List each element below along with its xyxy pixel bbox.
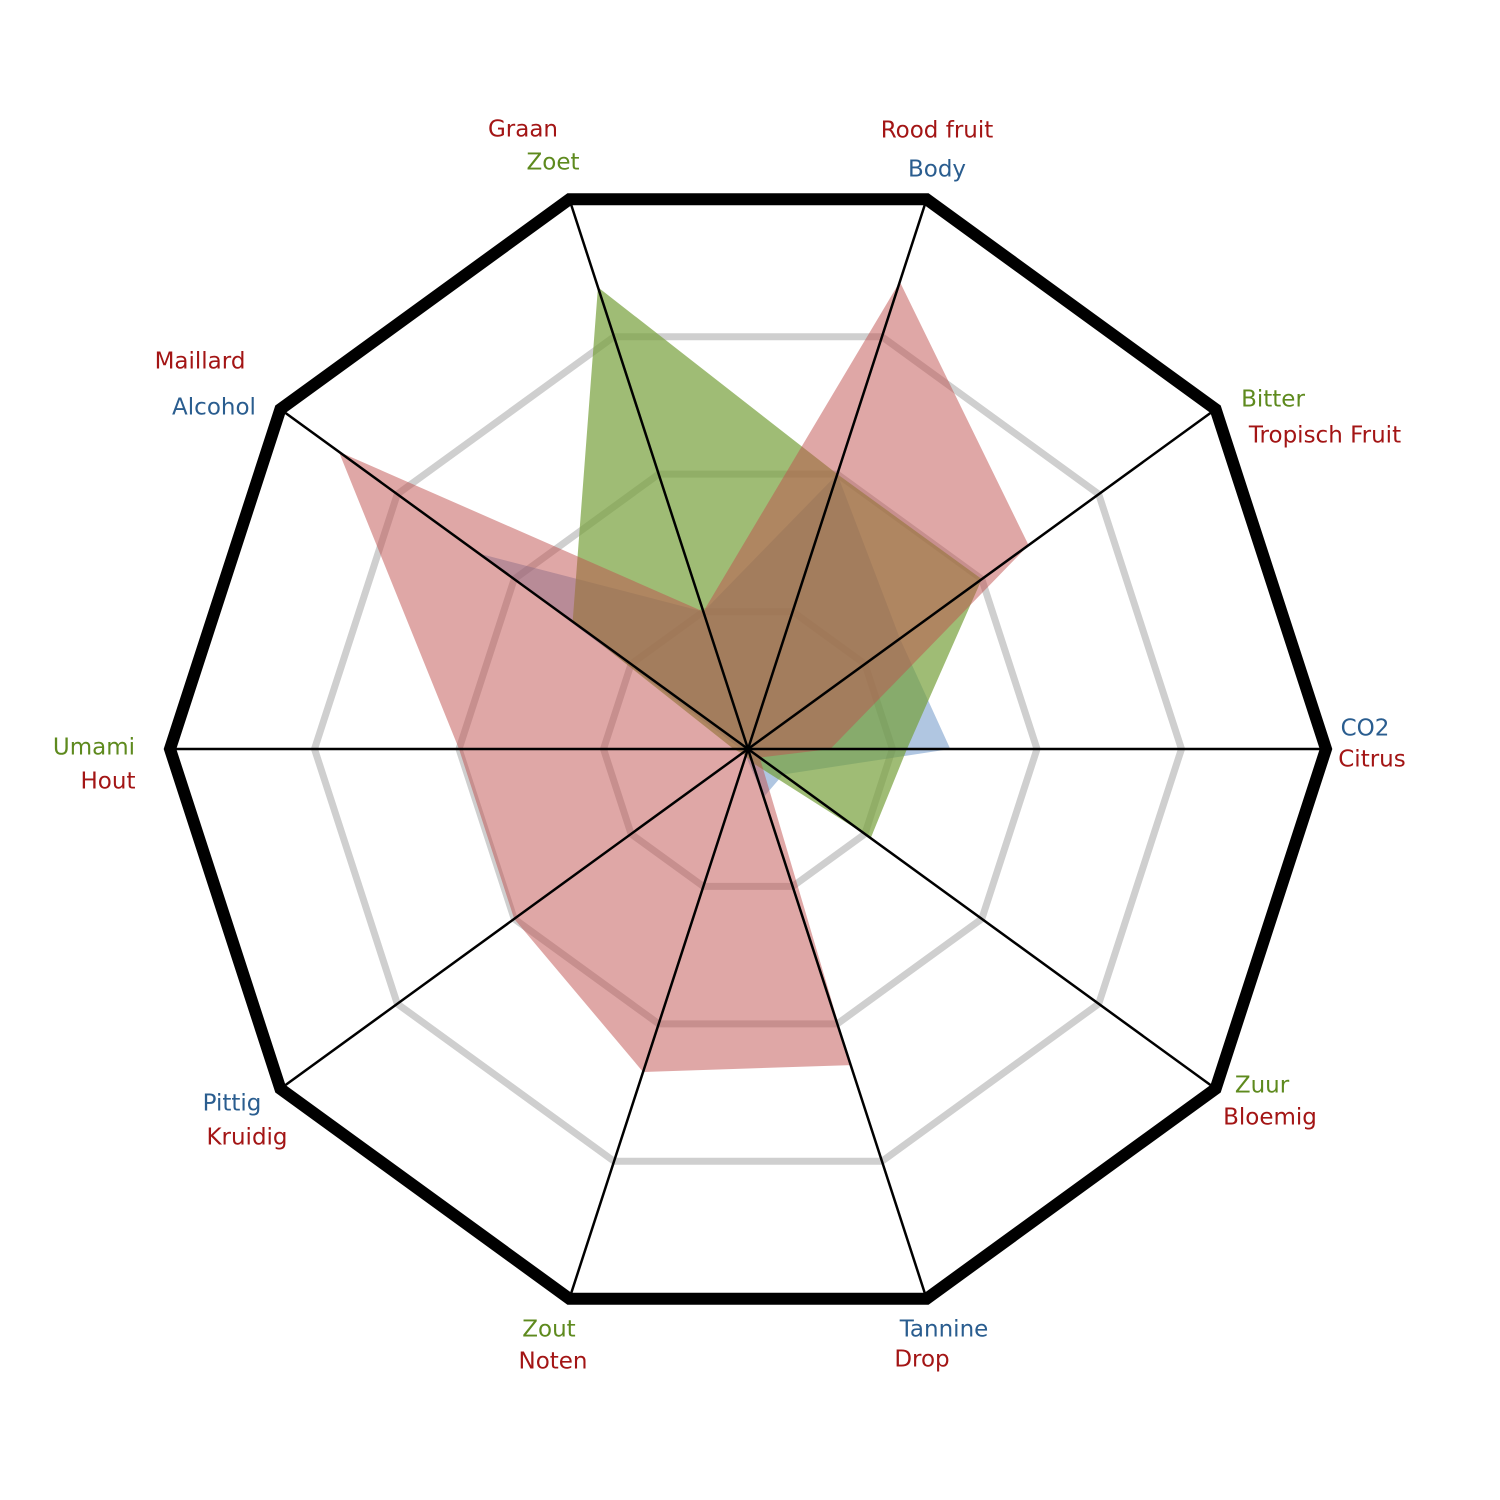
aroma-label: Graan <box>488 117 558 143</box>
taste-label: Pittig <box>203 1091 262 1117</box>
aroma-label: Citrus <box>1338 747 1405 773</box>
aroma-label: Maillard <box>155 349 246 375</box>
taste-label: Zuur <box>1235 1073 1290 1099</box>
spoke <box>279 408 749 751</box>
aroma-label: Kruidig <box>206 1125 287 1151</box>
taste-label: Zoet <box>527 150 580 176</box>
taste-label: CO2 <box>1341 716 1390 742</box>
series-area <box>338 281 1029 1072</box>
spoke <box>747 408 1217 751</box>
taste-label: Bitter <box>1241 387 1305 413</box>
spoke <box>568 198 750 750</box>
taste-label: Tannine <box>899 1317 989 1343</box>
spoke <box>568 748 750 1300</box>
aroma-label: Tropisch Fruit <box>1248 423 1401 449</box>
aroma-label: Drop <box>894 1347 949 1373</box>
outer-frame <box>163 193 1333 1305</box>
taste-label: Umami <box>53 735 135 761</box>
spoke <box>279 747 749 1090</box>
spoke <box>746 198 928 750</box>
spoke <box>746 748 928 1300</box>
aroma-label: Hout <box>81 769 136 795</box>
aroma-label: Noten <box>518 1349 587 1375</box>
taste-label: Zout <box>522 1317 575 1343</box>
aroma-label: Bloemig <box>1223 1105 1317 1131</box>
aroma-label: Rood fruit <box>881 118 994 144</box>
spoke <box>747 747 1217 1090</box>
taste-label: Alcohol <box>172 395 256 421</box>
taste-label: Body <box>908 157 966 183</box>
